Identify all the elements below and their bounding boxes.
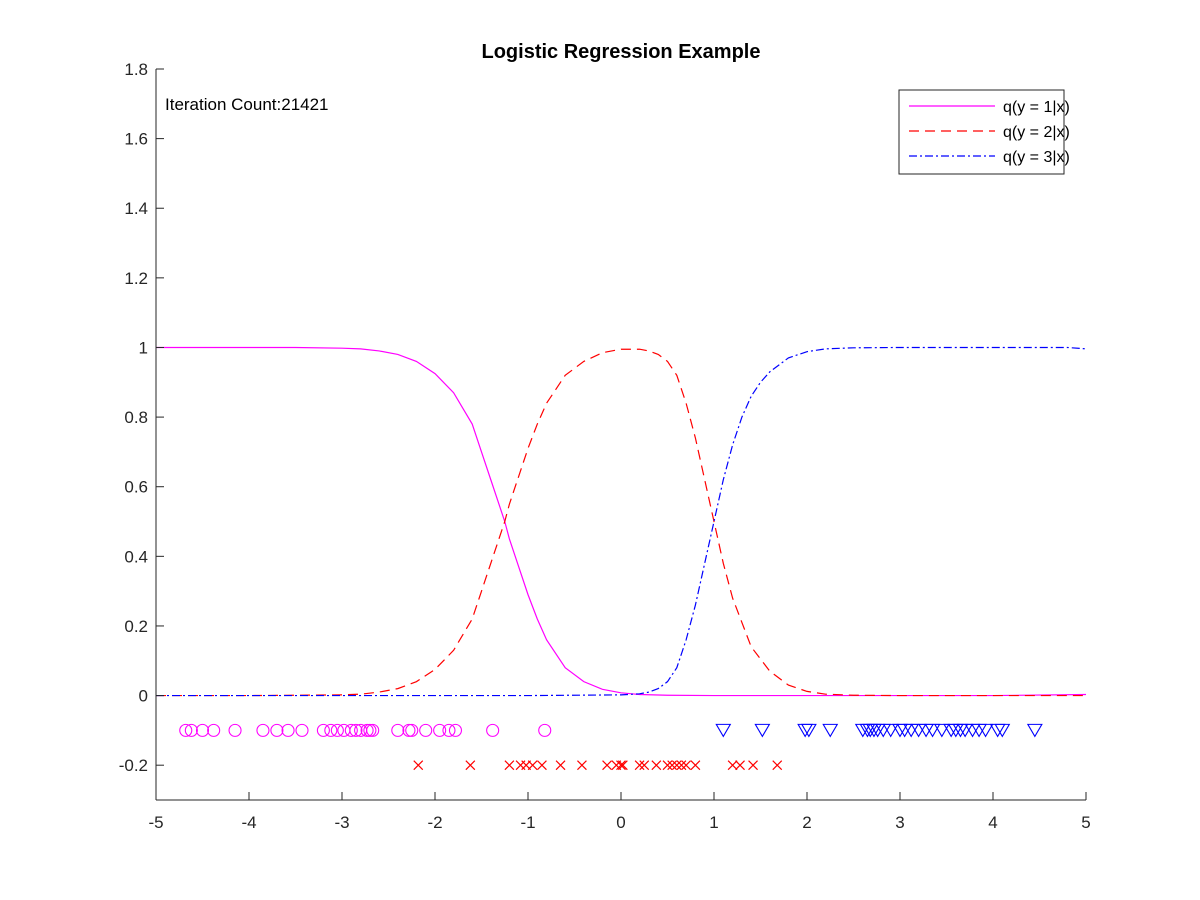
circle-marker xyxy=(295,723,309,737)
triangle-marker xyxy=(800,723,817,738)
legend-label-2: q(y = 2|x) xyxy=(1003,124,1070,141)
circle-marker xyxy=(270,723,284,737)
x-marker xyxy=(651,760,662,771)
x-marker xyxy=(662,760,673,771)
y-tick-label: 1.6 xyxy=(124,130,148,149)
circle-marker xyxy=(324,723,338,737)
x-marker xyxy=(639,760,650,771)
triangle-marker xyxy=(882,723,899,738)
x-tick-label: -4 xyxy=(241,813,256,832)
y-tick-label: 0.4 xyxy=(124,547,148,566)
x-marker xyxy=(602,760,612,771)
legend-box xyxy=(898,89,1065,175)
y-tick-label: 1.4 xyxy=(124,199,148,218)
circle-marker xyxy=(207,723,221,737)
y-tick-label: 0.2 xyxy=(124,617,148,636)
triangle-marker xyxy=(994,723,1011,738)
circle-marker xyxy=(316,723,330,737)
circle-marker xyxy=(344,723,358,737)
x-tick-label: 5 xyxy=(1081,813,1090,832)
x-marker xyxy=(735,760,745,771)
x-marker xyxy=(681,760,692,771)
x-marker xyxy=(413,760,424,771)
y-tick-label: 0.8 xyxy=(124,408,148,427)
x-tick-label: 1 xyxy=(709,813,718,832)
circle-marker xyxy=(366,723,380,737)
x-tick-label: 2 xyxy=(802,813,811,832)
x-marker xyxy=(676,760,687,771)
legend-label-1: q(y = 1|x) xyxy=(1003,99,1070,116)
circle-marker xyxy=(179,723,193,737)
x-marker xyxy=(748,760,758,771)
x-marker xyxy=(465,760,476,771)
y-tick-label: 1 xyxy=(139,338,148,357)
circle-marker xyxy=(330,723,344,737)
axes: -5 -4 -3 -2 -1 0 1 2 3 4 5 -0.2 0 0.2 0.4 0.6 0.8 1 1.2 1.4… xyxy=(119,60,1091,832)
x-marker xyxy=(616,760,626,771)
iteration-count-annotation: Iteration Count:21421 xyxy=(165,95,329,114)
circle-marker xyxy=(448,723,463,737)
x-tick-label: 4 xyxy=(988,813,997,832)
x-marker xyxy=(634,760,645,771)
x-marker xyxy=(577,760,587,771)
circle-marker xyxy=(228,723,242,737)
triangle-marker xyxy=(822,723,839,738)
x-marker xyxy=(537,760,547,771)
x-tick-label: 0 xyxy=(616,813,625,832)
circle-marker xyxy=(349,723,363,737)
x-marker xyxy=(555,760,566,771)
y-tick-label: -0.2 xyxy=(119,756,148,775)
triangle-marker xyxy=(933,723,950,738)
triangle-marker xyxy=(924,723,941,738)
chart-title: Logistic Regression Example xyxy=(482,41,761,63)
circle-marker xyxy=(360,723,374,737)
y-tick-label: 1.8 xyxy=(124,60,148,79)
circle-marker xyxy=(256,723,270,737)
x-tick-label: -5 xyxy=(148,813,163,832)
circle-marker xyxy=(419,723,433,737)
x-marker xyxy=(527,760,538,771)
series-line-1 xyxy=(156,346,1087,697)
circle-marker xyxy=(538,723,552,737)
circle-marker xyxy=(184,723,198,737)
circle-marker xyxy=(391,723,405,737)
x-tick-label: -2 xyxy=(427,813,442,832)
x-tick-label: -3 xyxy=(334,813,349,832)
circle-marker xyxy=(402,723,416,737)
y-tick-label: 0 xyxy=(139,687,148,706)
x-marker xyxy=(504,760,515,771)
circle-marker xyxy=(281,723,295,737)
triangle-marker xyxy=(715,723,732,738)
x-marker xyxy=(690,760,701,771)
x-marker xyxy=(727,760,738,771)
circle-marker xyxy=(486,723,500,737)
circle-marker xyxy=(442,723,456,737)
triangle-marker xyxy=(1026,723,1043,738)
x-marker xyxy=(667,760,678,771)
legend-label-3: q(y = 3|x) xyxy=(1003,149,1070,166)
plot-area xyxy=(156,346,1087,697)
x-marker xyxy=(671,760,682,771)
x-marker xyxy=(772,760,783,771)
scatter-markers xyxy=(179,723,1043,771)
x-tick-label: 3 xyxy=(895,813,904,832)
triangle-marker xyxy=(977,723,994,738)
circle-marker xyxy=(195,723,210,737)
circle-marker xyxy=(363,723,377,737)
circle-marker xyxy=(405,723,419,737)
triangle-marker xyxy=(754,723,771,738)
y-tick-label: 0.6 xyxy=(124,478,148,497)
x-marker xyxy=(617,760,628,771)
legend: q(y = 1|x) q(y = 2|x) q(y = 3|x) xyxy=(898,89,1070,175)
y-tick-label: 1.2 xyxy=(124,269,148,288)
circle-marker xyxy=(433,723,447,737)
x-tick-label: -1 xyxy=(520,813,535,832)
series-line-3 xyxy=(156,346,1087,697)
